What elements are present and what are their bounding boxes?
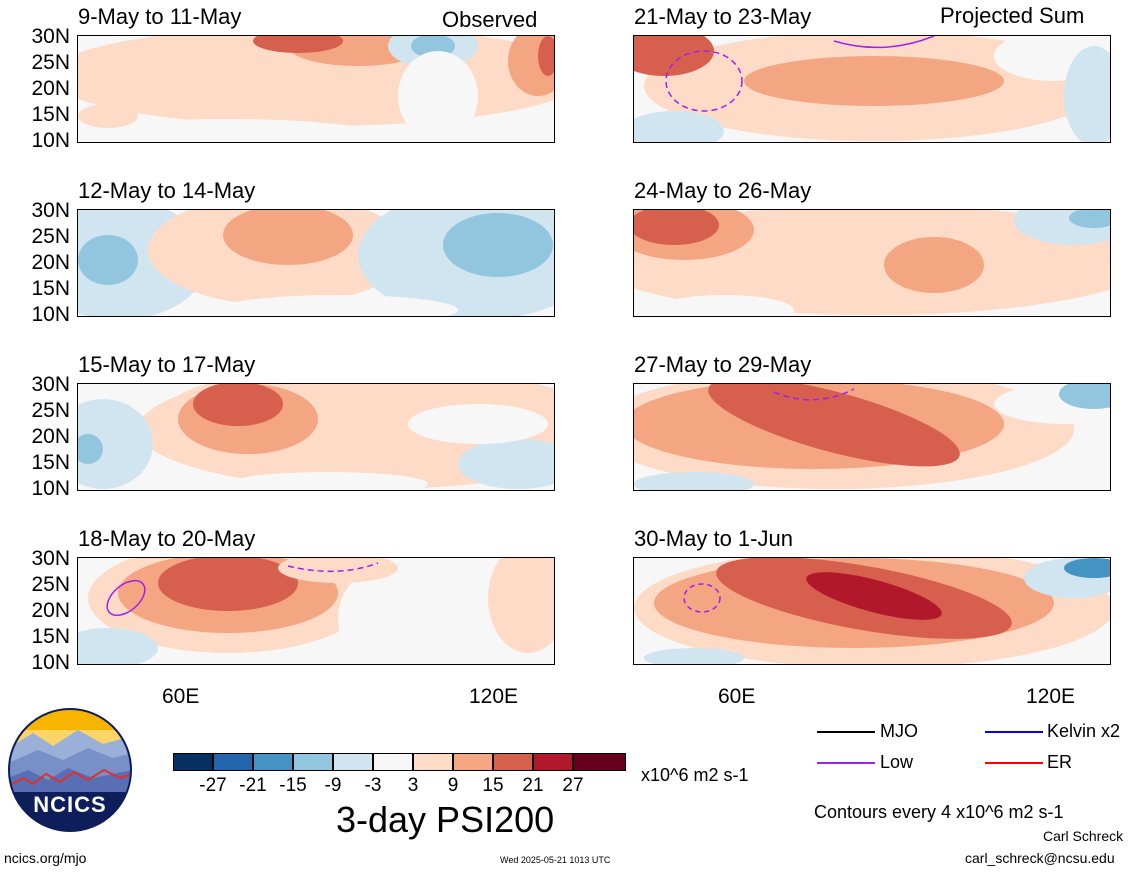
legend-line-er: [985, 762, 1043, 764]
colorbar-swatch: [333, 753, 373, 771]
lon-label-60e-left: 60E: [162, 685, 200, 708]
map-panel-3: [77, 383, 555, 491]
map-panel-2: [77, 209, 555, 317]
colorbar-swatch: [373, 753, 413, 771]
colorbar-swatch: [293, 753, 333, 771]
panel-title-2: 12-May to 14-May: [78, 178, 256, 203]
legend-line-low: [817, 762, 875, 764]
lat-label: 20N: [31, 425, 70, 448]
colorbar-label: 15: [482, 775, 504, 796]
colorbar-swatch: [493, 753, 533, 771]
projected-header: Projected Sum: [940, 3, 1085, 28]
timestamp: Wed 2025-05-21 1013 UTC: [500, 855, 611, 865]
panel-title-4: 18-May to 20-May: [78, 526, 256, 551]
colorbar-swatch: [213, 753, 253, 771]
lat-label: 15N: [31, 277, 70, 300]
figure-title: 3-day PSI200: [336, 799, 555, 840]
lat-label: 10N: [31, 651, 70, 674]
map-panel-7: [633, 383, 1111, 491]
map-2: [78, 210, 554, 316]
map-panel-4: [77, 557, 555, 665]
map-7: [634, 384, 1110, 490]
lat-label: 25N: [31, 225, 70, 248]
panel-title-5: 21-May to 23-May: [634, 4, 812, 29]
map-panel-5: [633, 35, 1111, 143]
lat-label: 30N: [31, 199, 70, 222]
map-3: [78, 384, 554, 490]
lat-label: 15N: [31, 103, 70, 126]
lat-label: 10N: [31, 477, 70, 500]
lon-label-60e-right: 60E: [718, 685, 756, 708]
observed-header: Observed: [442, 7, 538, 32]
legend-line-mjo: [817, 731, 875, 733]
colorbar-units: x10^6 m2 s-1: [641, 765, 749, 785]
lat-label: 15N: [31, 451, 70, 474]
logo-text: NCICS: [33, 792, 107, 817]
lat-label: 25N: [31, 399, 70, 422]
map-8: [634, 558, 1110, 664]
map-panel-1: [77, 35, 555, 143]
legend-line-kelvin: [985, 731, 1043, 733]
lat-label: 30N: [31, 373, 70, 396]
site-url: ncics.org/mjo: [4, 850, 87, 866]
email: carl_schreck@ncsu.edu: [965, 850, 1115, 866]
map-panel-6: [633, 209, 1111, 317]
logo-graphic: [8, 708, 132, 832]
lat-label: 25N: [31, 573, 70, 596]
legend-label-mjo: MJO: [880, 721, 918, 741]
colorbar-swatch: [533, 753, 573, 771]
colorbar-swatch: [573, 753, 626, 771]
map-4: [78, 558, 554, 664]
lat-label: 30N: [31, 25, 70, 48]
legend-label-kelvin: Kelvin x2: [1047, 721, 1121, 741]
colorbar-label: -9: [324, 775, 342, 796]
panel-title-6: 24-May to 26-May: [634, 178, 812, 203]
ncics-logo: NCICS: [8, 708, 132, 832]
colorbar-label: 21: [522, 775, 544, 796]
map-5: [634, 36, 1110, 142]
colorbar-label: -15: [279, 775, 307, 796]
lat-label: 20N: [31, 251, 70, 274]
lat-label: 10N: [31, 303, 70, 326]
lat-label: 10N: [31, 129, 70, 152]
panel-title-1: 9-May to 11-May: [78, 4, 242, 29]
lat-label: 20N: [31, 599, 70, 622]
colorbar-swatch: [253, 753, 293, 771]
lat-label: 20N: [31, 77, 70, 100]
panel-title-7: 27-May to 29-May: [634, 352, 812, 377]
legend-label-low: Low: [880, 752, 914, 772]
panel-title-8: 30-May to 1-Jun: [634, 526, 793, 551]
colorbar-swatch: [413, 753, 453, 771]
author: Carl Schreck: [1043, 828, 1124, 844]
contour-note: Contours every 4 x10^6 m2 s-1: [814, 802, 1064, 822]
lat-label: 15N: [31, 625, 70, 648]
lat-label: 25N: [31, 51, 70, 74]
colorbar-label: -3: [364, 775, 382, 796]
legend-label-er: ER: [1047, 752, 1073, 772]
colorbar-label: 27: [562, 775, 584, 796]
map-1: [78, 36, 554, 142]
lon-label-120e-left: 120E: [469, 685, 519, 708]
colorbar-label: -27: [199, 775, 227, 796]
lon-label-120e-right: 120E: [1026, 685, 1076, 708]
colorbar-swatch: [453, 753, 493, 771]
colorbar-swatch: [173, 753, 213, 771]
colorbar-label: 3: [407, 775, 419, 796]
map-6: [634, 210, 1110, 316]
map-panel-8: [633, 557, 1111, 665]
colorbar-label: 9: [447, 775, 459, 796]
colorbar-label: -21: [239, 775, 267, 796]
panel-title-3: 15-May to 17-May: [78, 352, 256, 377]
lat-label: 30N: [31, 547, 70, 570]
